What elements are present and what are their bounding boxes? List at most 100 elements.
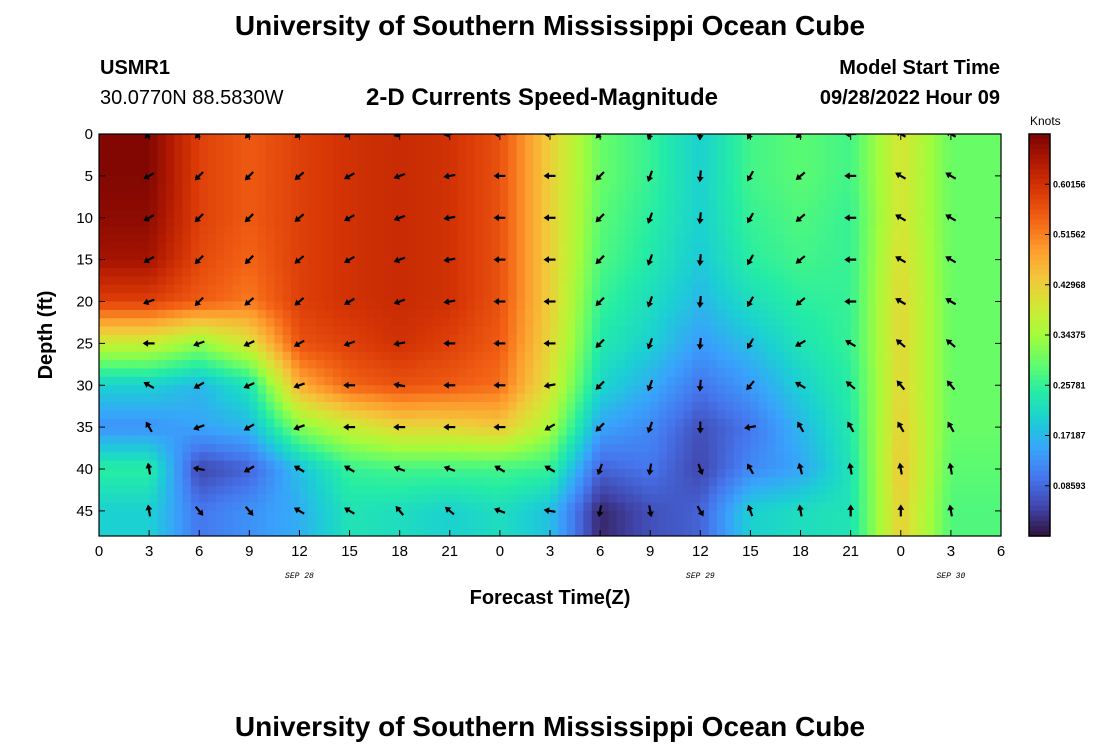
heatmap-cell	[708, 242, 718, 252]
heatmap-cell	[541, 201, 551, 210]
heatmap-cell	[541, 343, 551, 353]
heatmap-cell	[658, 276, 668, 286]
heatmap-cell	[558, 234, 568, 244]
heatmap-cell	[591, 217, 601, 227]
heatmap-cell	[683, 343, 693, 353]
heatmap-cell	[833, 184, 843, 194]
heatmap-cell	[558, 134, 568, 143]
heatmap-cell	[917, 159, 927, 169]
heatmap-cell	[641, 293, 651, 303]
heatmap-cell	[600, 318, 610, 328]
heatmap-cell	[666, 226, 676, 236]
heatmap-cell	[341, 284, 351, 294]
heatmap-cell	[132, 469, 142, 478]
heatmap-cell	[675, 142, 685, 152]
heatmap-cell	[224, 393, 234, 403]
heatmap-cell	[416, 368, 426, 378]
heatmap-cell	[717, 485, 726, 495]
heatmap-cell	[174, 452, 184, 462]
heatmap-cell	[817, 435, 827, 445]
heatmap-cell	[975, 234, 985, 244]
heatmap-cell	[675, 343, 685, 353]
heatmap-cell	[449, 268, 459, 277]
heatmap-cell	[758, 460, 768, 470]
heatmap-cell	[825, 427, 835, 437]
heatmap-cell	[650, 485, 660, 495]
heatmap-cell	[341, 427, 351, 437]
heatmap-cell	[666, 175, 676, 185]
heatmap-cell	[984, 201, 994, 210]
heatmap-cell	[600, 351, 610, 361]
heatmap-cell	[792, 175, 802, 185]
heatmap-cell	[149, 351, 159, 361]
heatmap-cell	[892, 393, 902, 403]
heatmap-cell	[992, 443, 1001, 453]
heatmap-cell	[666, 167, 676, 177]
heatmap-cell	[516, 402, 526, 411]
heatmap-cell	[299, 343, 309, 353]
heatmap-cell	[474, 150, 484, 160]
heatmap-cell	[274, 167, 284, 177]
heatmap-cell	[608, 184, 618, 194]
heatmap-cell	[182, 427, 192, 437]
heatmap-cell	[207, 469, 217, 478]
heatmap-cell	[416, 418, 426, 428]
heatmap-cell	[691, 360, 701, 370]
heatmap-cell	[291, 192, 301, 202]
heatmap-cell	[165, 326, 175, 336]
heatmap-cell	[174, 142, 184, 152]
heatmap-cell	[708, 167, 718, 177]
heatmap-cell	[466, 494, 476, 504]
heatmap-cell	[291, 393, 301, 403]
heatmap-cell	[499, 418, 509, 428]
heatmap-cell	[399, 242, 409, 252]
heatmap-cell	[366, 402, 376, 411]
heatmap-cell	[541, 418, 551, 428]
heatmap-cell	[959, 435, 969, 445]
heatmap-cell	[683, 293, 693, 303]
heatmap-cell	[232, 192, 242, 202]
heatmap-cell	[207, 284, 217, 294]
heatmap-cell	[274, 485, 284, 495]
heatmap-cell	[274, 410, 284, 420]
heatmap-cell	[725, 309, 735, 319]
heatmap-cell	[441, 217, 451, 227]
heatmap-cell	[382, 150, 392, 160]
heatmap-cell	[266, 435, 275, 445]
heatmap-cell	[566, 284, 576, 294]
heatmap-cell	[132, 477, 142, 487]
heatmap-cell	[399, 251, 409, 261]
heatmap-cell	[249, 385, 259, 395]
heatmap-cell	[583, 418, 593, 428]
heatmap-cell	[316, 167, 326, 177]
heatmap-cell	[975, 502, 985, 512]
heatmap-cell	[666, 142, 676, 152]
heatmap-cell	[859, 510, 868, 520]
heatmap-cell	[332, 217, 342, 227]
heatmap-cell	[558, 393, 568, 403]
heatmap-cell	[641, 393, 651, 403]
heatmap-cell	[382, 309, 392, 319]
heatmap-cell	[140, 402, 150, 411]
heatmap-cell	[299, 268, 309, 277]
heatmap-cell	[524, 301, 534, 311]
heatmap-cell	[199, 209, 209, 219]
heatmap-cell	[140, 343, 150, 353]
heatmap-cell	[909, 326, 919, 336]
heatmap-cell	[99, 234, 108, 244]
heatmap-cell	[800, 435, 810, 445]
heatmap-cell	[433, 268, 443, 277]
heatmap-cell	[842, 494, 852, 504]
heatmap-cell	[658, 393, 668, 403]
heatmap-cell	[733, 259, 743, 269]
heatmap-cell	[750, 435, 760, 445]
heatmap-cell	[199, 494, 209, 504]
heatmap-cell	[758, 351, 768, 361]
heatmap-cell	[575, 368, 585, 378]
heatmap-cell	[124, 184, 134, 194]
heatmap-cell	[224, 309, 234, 319]
heatmap-cell	[99, 502, 108, 512]
heatmap-cell	[190, 301, 200, 311]
heatmap-cell	[909, 142, 919, 152]
heatmap-cell	[875, 318, 885, 328]
